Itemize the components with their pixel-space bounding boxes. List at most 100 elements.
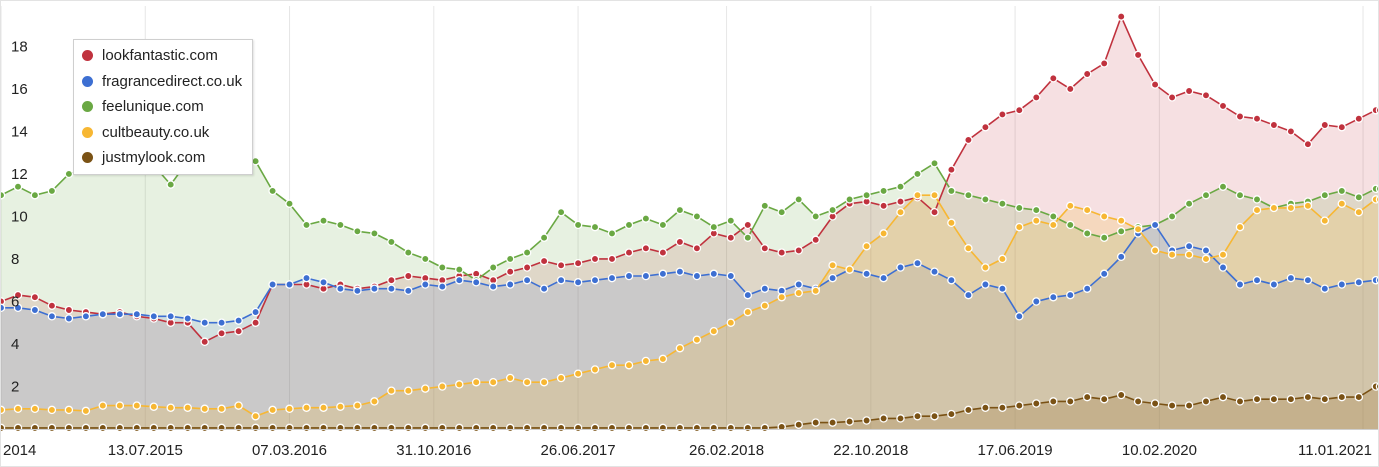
data-point bbox=[1099, 59, 1109, 68]
data-point bbox=[1252, 195, 1262, 204]
data-point bbox=[862, 269, 871, 279]
data-point bbox=[590, 423, 600, 433]
data-point bbox=[353, 286, 362, 296]
data-point bbox=[862, 241, 871, 251]
data-point bbox=[421, 423, 430, 433]
data-point bbox=[404, 423, 413, 433]
data-point bbox=[607, 273, 617, 283]
data-point bbox=[947, 275, 956, 285]
data-point bbox=[573, 258, 583, 268]
data-point bbox=[438, 382, 447, 391]
data-point bbox=[234, 326, 243, 336]
data-point bbox=[913, 411, 922, 421]
data-point bbox=[1133, 224, 1143, 234]
data-point bbox=[421, 384, 430, 393]
data-point bbox=[726, 423, 736, 433]
data-point bbox=[1, 405, 6, 415]
data-point bbox=[556, 275, 566, 285]
data-point bbox=[1252, 275, 1262, 285]
data-point bbox=[556, 207, 566, 217]
data-point bbox=[1303, 139, 1313, 149]
data-point bbox=[692, 212, 702, 221]
data-point bbox=[353, 401, 362, 410]
y-tick-label: 18 bbox=[11, 38, 28, 55]
data-point bbox=[1375, 106, 1378, 114]
data-point bbox=[1252, 394, 1262, 404]
data-point bbox=[1286, 203, 1296, 213]
data-point bbox=[336, 284, 345, 293]
data-point bbox=[726, 233, 736, 242]
data-point bbox=[1201, 397, 1211, 406]
data-point bbox=[302, 403, 311, 412]
legend-item-cultbeauty[interactable]: cultbeauty.co.uk bbox=[82, 120, 242, 146]
data-point bbox=[1066, 220, 1075, 230]
legend-item-justmylook[interactable]: justmylook.com bbox=[82, 145, 242, 171]
data-point bbox=[404, 286, 413, 296]
data-point bbox=[1015, 203, 1024, 213]
data-point bbox=[692, 271, 702, 281]
data-point bbox=[947, 218, 956, 228]
data-point bbox=[913, 190, 922, 200]
data-point bbox=[1082, 229, 1092, 238]
data-point bbox=[1015, 401, 1024, 410]
data-point bbox=[1032, 205, 1041, 215]
data-point bbox=[641, 423, 651, 433]
data-point bbox=[981, 403, 990, 412]
data-point bbox=[251, 423, 260, 433]
series-area-0 bbox=[1, 16, 1378, 429]
data-point bbox=[624, 248, 634, 257]
data-point bbox=[624, 271, 634, 281]
data-point bbox=[658, 354, 668, 364]
data-point bbox=[421, 254, 430, 264]
data-point bbox=[183, 423, 192, 433]
data-point bbox=[556, 261, 566, 270]
data-point bbox=[947, 186, 956, 196]
data-point bbox=[658, 248, 668, 257]
legend-marker-fragrancedirect bbox=[82, 75, 93, 87]
data-point bbox=[370, 284, 379, 293]
data-point bbox=[998, 199, 1007, 208]
data-point bbox=[200, 423, 209, 433]
data-point bbox=[132, 423, 142, 433]
data-point bbox=[64, 314, 74, 323]
data-point bbox=[777, 292, 786, 302]
data-point bbox=[760, 423, 770, 433]
data-point bbox=[98, 401, 108, 410]
data-point bbox=[251, 411, 260, 421]
data-point bbox=[777, 207, 786, 217]
data-point bbox=[709, 222, 719, 232]
data-point bbox=[505, 254, 515, 264]
data-point bbox=[505, 280, 515, 289]
legend-item-lookfantastic[interactable]: lookfantastic.com bbox=[82, 43, 242, 69]
data-point bbox=[930, 190, 939, 200]
data-point bbox=[1375, 185, 1378, 193]
data-point bbox=[1116, 252, 1126, 262]
data-point bbox=[234, 423, 243, 433]
data-point bbox=[896, 414, 905, 423]
data-point bbox=[1269, 280, 1279, 289]
legend-item-fragrancedirect[interactable]: fragrancedirect.co.uk bbox=[82, 69, 242, 95]
data-point bbox=[64, 423, 74, 433]
data-point bbox=[726, 318, 736, 327]
data-point bbox=[1375, 195, 1378, 204]
data-point bbox=[387, 237, 396, 247]
data-point bbox=[658, 269, 668, 279]
data-point bbox=[794, 420, 803, 429]
data-point bbox=[1167, 212, 1177, 221]
legend-item-feelunique[interactable]: feelunique.com bbox=[82, 94, 242, 120]
data-point bbox=[1303, 392, 1313, 402]
data-point bbox=[370, 423, 379, 433]
data-point bbox=[471, 278, 481, 287]
data-point bbox=[760, 301, 770, 310]
data-point bbox=[319, 403, 328, 412]
data-point bbox=[234, 316, 243, 325]
data-point bbox=[1235, 112, 1245, 121]
data-point bbox=[81, 406, 91, 416]
data-point bbox=[387, 386, 396, 395]
data-point bbox=[1082, 284, 1092, 293]
data-point bbox=[1184, 86, 1194, 96]
x-tick-label: 10.02.2020 bbox=[1122, 442, 1197, 459]
data-point bbox=[590, 365, 600, 374]
data-point bbox=[488, 282, 498, 291]
